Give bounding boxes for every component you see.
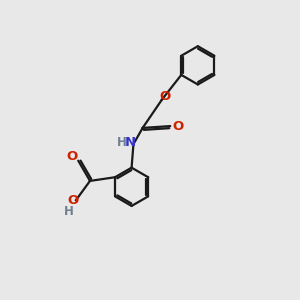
Text: O: O [159,90,170,103]
Text: N: N [125,136,136,149]
Text: O: O [68,194,79,207]
Text: O: O [66,150,77,163]
Text: H: H [117,136,127,149]
Text: O: O [173,120,184,133]
Text: H: H [64,205,74,218]
